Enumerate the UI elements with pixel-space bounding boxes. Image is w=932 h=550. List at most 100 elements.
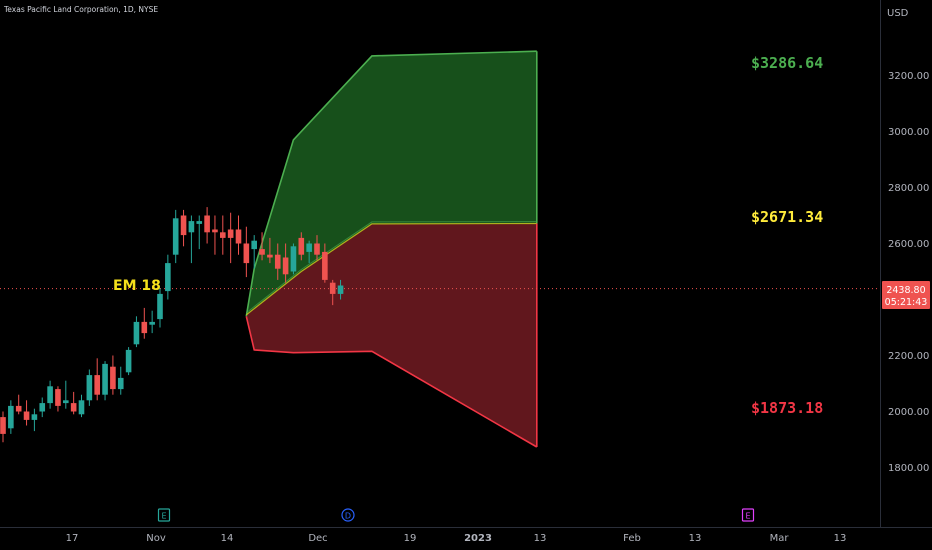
candle-body [298, 237, 305, 255]
candle-body [86, 375, 93, 401]
candle-body [0, 417, 6, 434]
candle-body [180, 215, 187, 236]
x-tick-label: Mar [770, 533, 790, 544]
candle-body [102, 363, 108, 395]
y-tick-label: 2000.00 [888, 407, 929, 418]
candle [125, 347, 132, 376]
candle [314, 235, 320, 261]
upper-target-label: $3286.64 [751, 54, 823, 72]
candle-body [55, 389, 61, 406]
candle [243, 226, 250, 278]
candle [212, 215, 218, 255]
candle [117, 366, 124, 395]
candle [290, 243, 297, 275]
y-tick-label: 2600.00 [888, 239, 929, 250]
candles[interactable] [0, 207, 344, 443]
chart-title: Texas Pacific Land Corporation, 1D, NYSE [3, 5, 158, 14]
x-tick-label: 13 [689, 533, 702, 544]
candle [31, 408, 38, 432]
candle [0, 411, 6, 443]
candle [259, 232, 265, 261]
candle-body [70, 403, 77, 412]
candle [102, 361, 108, 401]
candle-body [251, 240, 257, 250]
dividend-marker-icon [341, 508, 355, 522]
candle-body [314, 243, 320, 255]
expected-move-zones [246, 51, 537, 447]
x-axis: 17 Nov 14 Dec 19 2023 13 Feb 13 Mar 13 [66, 533, 847, 544]
candle-body [110, 366, 116, 390]
y-tick-label: 2800.00 [888, 183, 929, 194]
x-tick-label: Feb [623, 533, 641, 544]
candle-body [337, 285, 344, 294]
currency-label: USD [887, 8, 909, 19]
candle-body [188, 221, 195, 233]
candle [298, 232, 305, 261]
candle-body [322, 251, 328, 280]
mid-line [245, 222, 537, 316]
lower-target-label: $1873.18 [751, 399, 823, 417]
candle-body [196, 221, 203, 224]
candle-body [212, 229, 218, 233]
event-marker[interactable]: E [741, 508, 755, 522]
bearish-zone [246, 223, 537, 447]
x-tick-label: Dec [308, 533, 327, 544]
event-marker-label: E [161, 512, 166, 521]
upper-bound-line [245, 50, 537, 317]
candle [8, 400, 14, 434]
candle [235, 215, 242, 255]
candle [70, 391, 77, 415]
y-axis: 1800.002000.002200.002400.002600.002800.… [888, 71, 929, 474]
mid-line-green [245, 221, 537, 314]
candle-body [259, 249, 265, 255]
y-tick-label: 3000.00 [888, 127, 929, 138]
candle-body [15, 405, 22, 412]
candle [110, 355, 116, 395]
candle [227, 212, 234, 264]
candle-body [274, 254, 281, 269]
event-marker[interactable]: D [341, 508, 355, 522]
candle [267, 237, 273, 264]
candle [322, 243, 328, 283]
candle-body [204, 215, 210, 233]
candle [63, 380, 69, 409]
candle [23, 400, 30, 426]
candle [329, 279, 336, 306]
expected-move-lines [245, 50, 538, 448]
candle [337, 279, 344, 300]
candle-body [282, 257, 289, 275]
em-label: EM 18 [113, 278, 161, 294]
event-marker[interactable]: E [157, 508, 171, 522]
candle [180, 209, 187, 247]
x-tick-label: 2023 [464, 533, 492, 544]
candle-body [47, 386, 53, 404]
candle-body [290, 246, 297, 272]
candle [15, 394, 22, 415]
candle [78, 394, 85, 418]
candle-body [94, 375, 100, 395]
candle-body [133, 321, 140, 345]
x-tick-label: 17 [66, 533, 79, 544]
candle [133, 316, 140, 348]
x-tick-label: 19 [404, 533, 417, 544]
last-price-value: 2438.80 [886, 285, 925, 296]
candle [282, 243, 289, 283]
candle [39, 397, 46, 418]
candle-body [235, 229, 242, 244]
candle [204, 207, 210, 244]
candle-body [157, 293, 163, 320]
x-tick-label: 13 [534, 533, 547, 544]
candle [165, 254, 171, 300]
candle-body [172, 218, 179, 255]
candle-body [149, 321, 155, 325]
candle [149, 310, 155, 334]
bar-countdown: 05:21:43 [885, 297, 928, 308]
candle-body [78, 400, 85, 415]
candle-body [23, 411, 30, 420]
y-tick-label: 1800.00 [888, 463, 929, 474]
candle [47, 380, 53, 409]
candle-body [243, 243, 250, 264]
x-tick-label: 14 [221, 533, 234, 544]
